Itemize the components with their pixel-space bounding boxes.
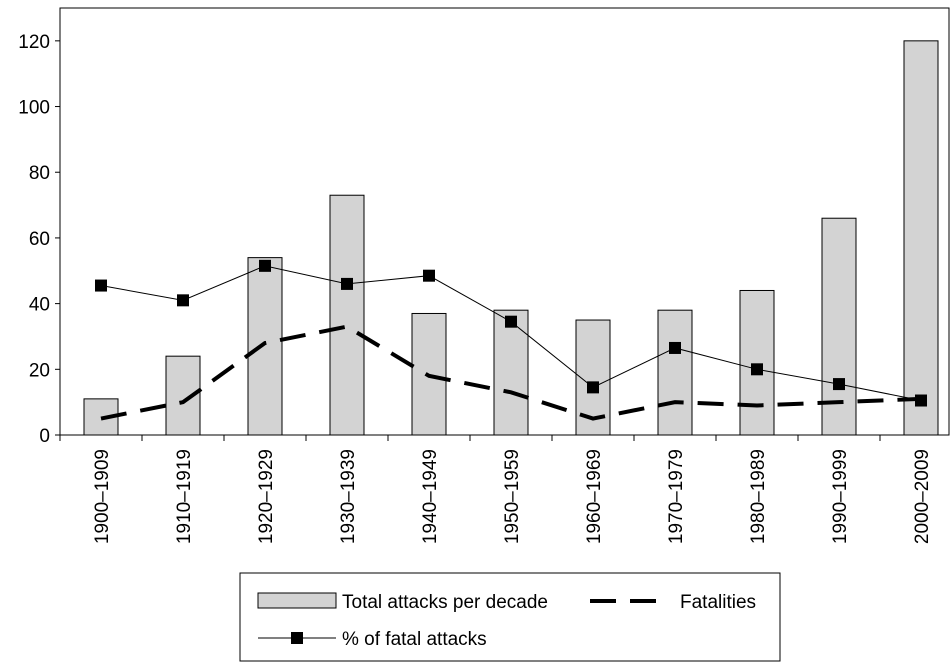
fatalities-line — [100, 324, 922, 421]
bar — [329, 194, 365, 436]
x-tick-label: 2000–2009 — [912, 449, 933, 544]
pct-fatal-marker — [423, 269, 435, 282]
y-tick-label: 120 — [18, 32, 50, 53]
x-tick-label: 1980–1989 — [748, 449, 769, 544]
y-tick-label: 40 — [29, 295, 50, 316]
x-tick-label: 1960–1969 — [584, 449, 605, 544]
y-tick-label: 80 — [29, 163, 50, 184]
y-tick-label: 20 — [29, 360, 50, 381]
legend-marker-swatch — [291, 632, 303, 644]
bar — [493, 309, 529, 436]
pct-fatal-marker — [915, 394, 927, 407]
pct-fatal-marker — [587, 381, 599, 394]
x-tick-label: 1910–1919 — [174, 449, 195, 544]
legend-label-total-attacks: Total attacks per decade — [342, 592, 548, 613]
pct-fatal-marker — [177, 294, 189, 307]
pct-fatal-marker — [833, 378, 845, 391]
bar — [247, 257, 283, 436]
pct-fatal-marker — [505, 315, 517, 328]
pct-fatal-marker — [95, 279, 107, 292]
y-tick-label: 100 — [18, 98, 50, 119]
bar — [739, 289, 775, 436]
legend-bar-swatch — [257, 592, 337, 609]
pct-fatal-marker — [259, 259, 271, 272]
y-tick-label: 0 — [39, 426, 50, 447]
pct-fatal-marker — [669, 341, 681, 354]
x-tick-label: 1920–1929 — [256, 449, 277, 544]
pct-fatal-marker — [341, 277, 353, 290]
x-tick-label: 1950–1959 — [502, 449, 523, 544]
bar — [903, 40, 939, 436]
y-tick-label: 60 — [29, 229, 50, 250]
x-tick-label: 1990–1999 — [830, 449, 851, 544]
x-tick-label: 1970–1979 — [666, 449, 687, 544]
legend-label-pct-fatal: % of fatal attacks — [342, 629, 487, 650]
legend-label-fatalities: Fatalities — [680, 592, 756, 613]
x-tick-label: 1940–1949 — [420, 449, 441, 544]
pct-fatal-marker — [751, 363, 763, 376]
bar — [821, 217, 857, 436]
bar — [657, 309, 693, 436]
legend-box — [239, 572, 781, 662]
x-tick-label: 1900–1909 — [92, 449, 113, 544]
x-tick-label: 1930–1939 — [338, 449, 359, 544]
